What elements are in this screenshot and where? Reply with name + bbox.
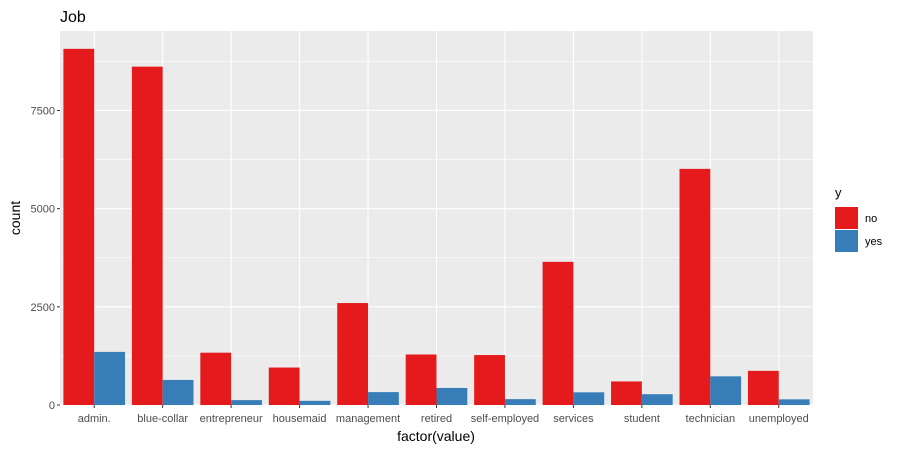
bar-no [611, 381, 642, 405]
y-tick-label: 2500 [31, 302, 55, 314]
x-axis: admin. blue-collar entrepreneur housemaid ma… [78, 405, 809, 425]
x-tick-label: services [553, 413, 594, 425]
bar-yes [641, 394, 673, 405]
bar-no [405, 354, 437, 405]
bar-no [268, 367, 300, 405]
legend-key-yes [835, 230, 858, 252]
x-tick-label: admin. [78, 413, 111, 425]
legend-title: y [835, 185, 842, 200]
bar-no [200, 352, 232, 405]
bar-yes [710, 376, 742, 405]
x-tick-label: housemaid [273, 413, 327, 425]
bar-yes [778, 399, 810, 405]
y-tick-label: 5000 [31, 204, 55, 216]
x-tick-label: entrepreneur [200, 413, 263, 425]
bar-yes [368, 392, 399, 405]
legend-label-yes: yes [865, 236, 883, 248]
bar-no [542, 261, 574, 405]
x-tick-label: management [336, 413, 400, 425]
bar-yes [231, 400, 262, 405]
bar-yes [299, 400, 331, 405]
y-tick-label: 0 [49, 400, 55, 412]
bar-yes [436, 387, 468, 405]
bars [63, 48, 810, 406]
y-axis-title: count [7, 201, 23, 235]
x-tick-label: blue-collar [137, 413, 188, 425]
legend-key-no [835, 207, 858, 229]
x-tick-label: retired [421, 413, 452, 425]
x-tick-label: unemployed [749, 413, 809, 425]
bar-no [679, 168, 711, 405]
legend-items: no yes [835, 207, 883, 252]
y-axis: 0 2500 5000 7500 [31, 105, 60, 412]
bar-yes [504, 399, 536, 405]
bar-yes [94, 351, 126, 405]
x-tick-label: student [624, 413, 660, 425]
x-axis-title: factor(value) [397, 428, 475, 444]
bar-no [474, 355, 505, 405]
bar-no [747, 370, 779, 405]
bar-no [131, 66, 163, 406]
legend: y no yes [835, 185, 883, 252]
legend-label-no: no [865, 213, 877, 225]
x-tick-label: self-employed [471, 413, 539, 425]
x-tick-label: technician [686, 413, 736, 425]
bar-yes [573, 392, 605, 405]
bar-no [63, 48, 95, 406]
chart-title: Job [60, 9, 86, 26]
y-tick-label: 7500 [31, 105, 55, 117]
bar-no [337, 303, 369, 405]
bar-yes [162, 379, 194, 405]
